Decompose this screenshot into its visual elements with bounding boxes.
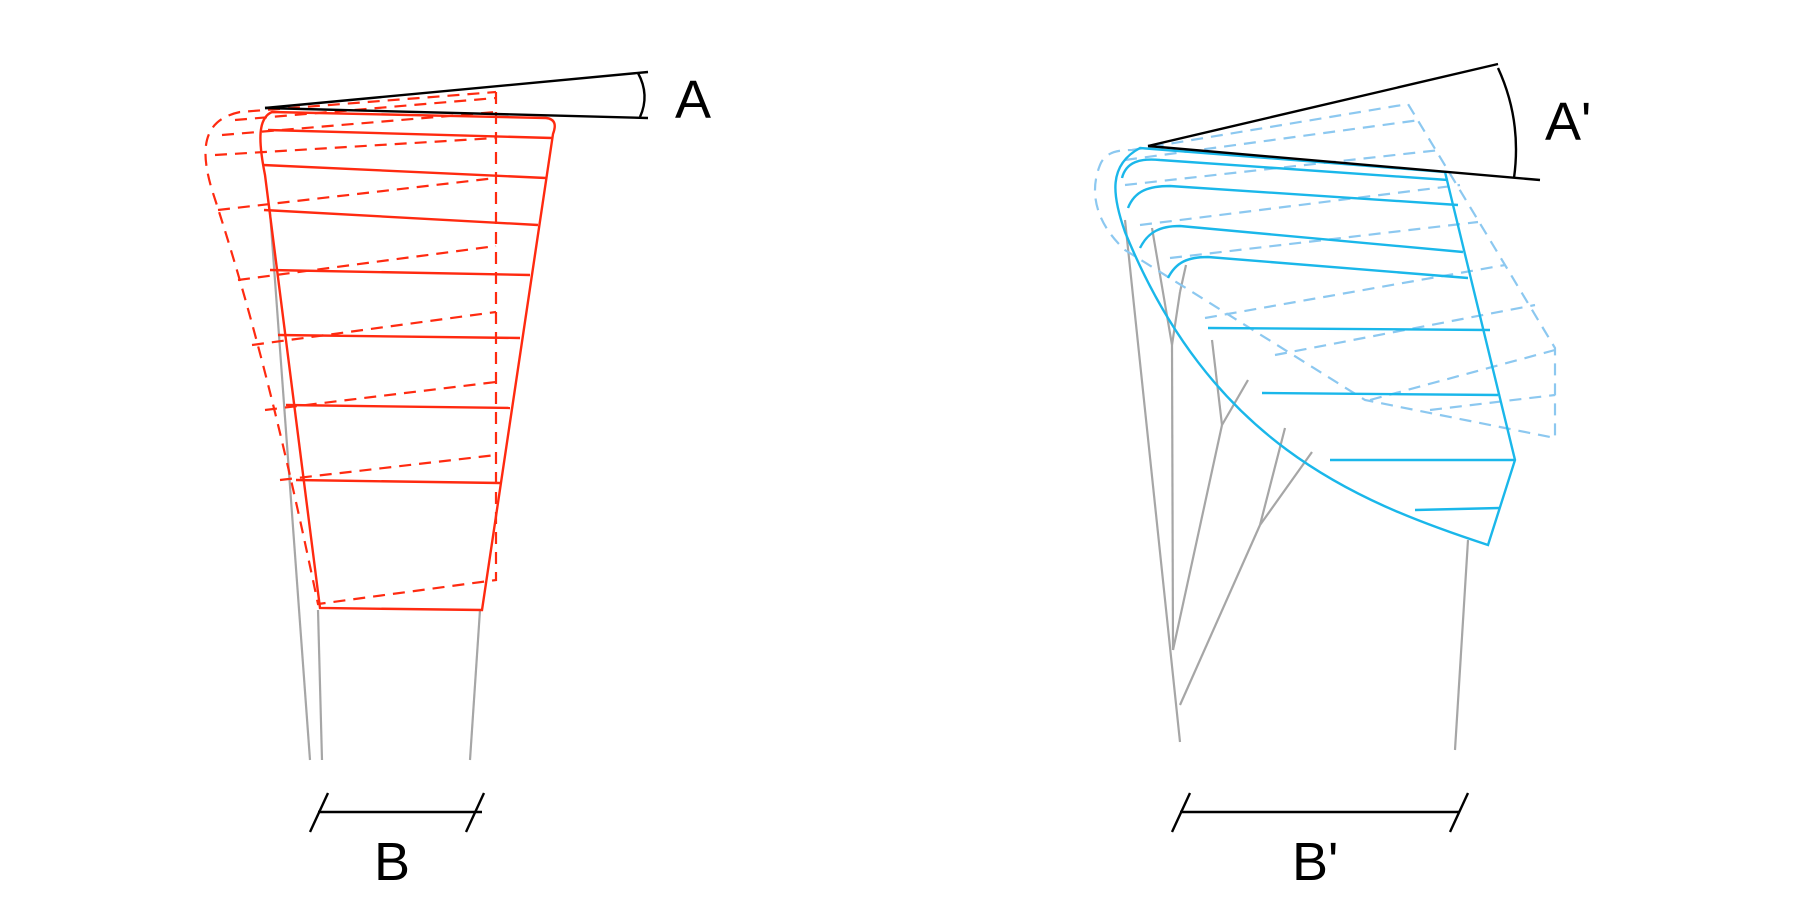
angle-a-annotation [264, 70, 649, 120]
right-figure: A' B' [1093, 62, 1591, 892]
right-support-lines [1123, 219, 1470, 751]
width-b-prime-dimension [1170, 792, 1470, 833]
left-figure: A B [204, 70, 711, 892]
angle-a-prime-label: A' [1545, 92, 1591, 152]
left-solid-structure [259, 110, 556, 612]
left-support-lines [268, 211, 482, 761]
right-dashed-structure [1093, 102, 1557, 440]
width-b-label: B [374, 832, 410, 892]
width-b-dimension [308, 792, 486, 833]
width-b-prime-label: B' [1292, 832, 1338, 892]
right-solid-structure [1114, 146, 1517, 547]
angle-a-prime-annotation [1147, 62, 1541, 182]
angle-a-label: A [675, 70, 711, 130]
